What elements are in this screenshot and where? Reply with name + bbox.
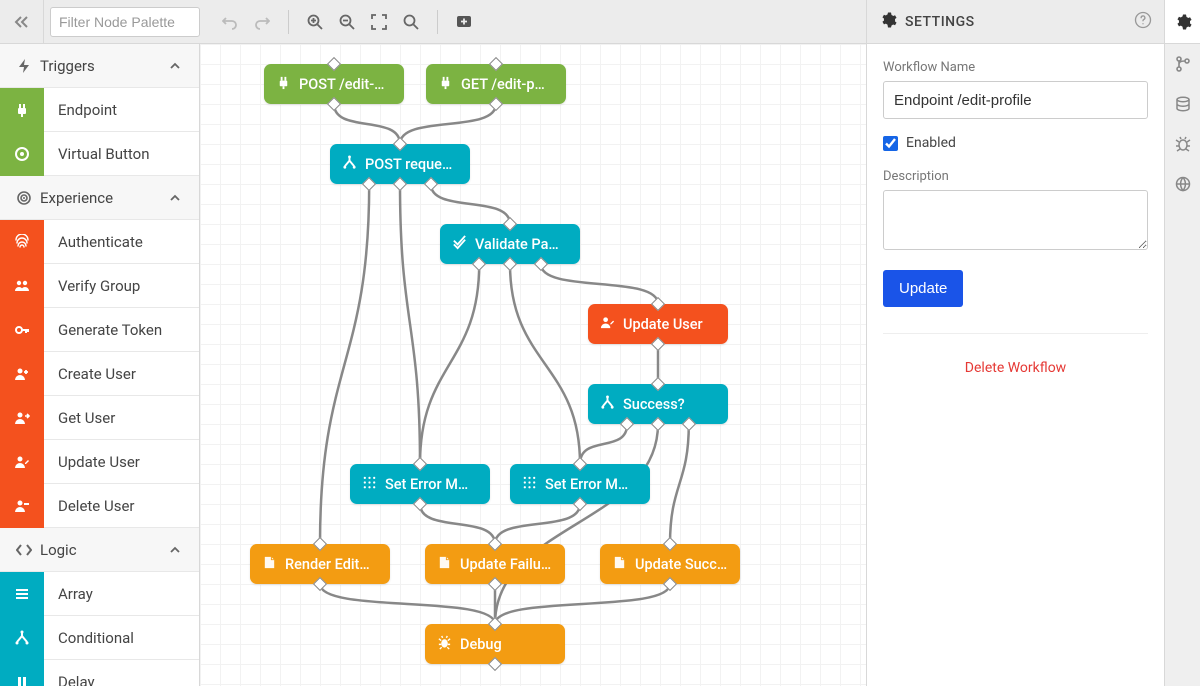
collapse-sidebar-button[interactable] [0, 0, 44, 44]
palette-item-conditional[interactable]: Conditional [0, 616, 199, 660]
branch-icon [0, 616, 44, 660]
search-button[interactable] [397, 8, 425, 36]
branch-icon [600, 395, 615, 414]
fingerprint-icon [0, 220, 44, 264]
edge [400, 104, 496, 144]
users-icon [0, 264, 44, 308]
rail-branch-icon[interactable] [1165, 44, 1200, 84]
chevron-up-icon [163, 544, 187, 556]
user-minus-icon [0, 484, 44, 528]
edge [495, 584, 670, 624]
user-edit-icon [600, 315, 615, 334]
bug-icon [437, 635, 452, 654]
workflow-name-label: Workflow Name [883, 60, 1148, 75]
rail-bug-icon[interactable] [1165, 124, 1200, 164]
plug-icon [0, 88, 44, 132]
palette-item-update-user[interactable]: Update User [0, 440, 199, 484]
spiral-icon [12, 190, 36, 206]
target-icon [0, 132, 44, 176]
chevron-up-icon [163, 60, 187, 72]
palette-item-generate-token[interactable]: Generate Token [0, 308, 199, 352]
user-edit-icon [0, 440, 44, 484]
pause-icon [0, 660, 44, 686]
description-textarea[interactable] [883, 190, 1148, 250]
fit-button[interactable] [365, 8, 393, 36]
node-palette: TriggersEndpointVirtual ButtonExperience… [0, 44, 200, 686]
doc-icon [262, 555, 277, 574]
redo-button[interactable] [248, 8, 276, 36]
palette-item-authenticate[interactable]: Authenticate [0, 220, 199, 264]
edge [420, 504, 495, 544]
palette-item-get-user[interactable]: Get User [0, 396, 199, 440]
edge [541, 264, 658, 304]
grid-icon [522, 475, 537, 494]
list-icon [0, 572, 44, 616]
description-label: Description [883, 169, 1148, 184]
edge [580, 424, 627, 464]
rail-globe-icon[interactable] [1165, 164, 1200, 204]
doc-icon [437, 555, 452, 574]
edge [420, 264, 479, 464]
undo-button[interactable] [216, 8, 244, 36]
edge [334, 104, 400, 144]
enabled-checkbox[interactable] [883, 136, 898, 151]
filter-palette-input[interactable] [50, 7, 200, 37]
add-note-button[interactable] [450, 8, 478, 36]
palette-item-delay[interactable]: Delay [0, 660, 199, 686]
branch-icon [342, 155, 357, 174]
zoom-out-button[interactable] [333, 8, 361, 36]
check-icon [452, 235, 467, 254]
palette-item-endpoint[interactable]: Endpoint [0, 88, 199, 132]
doc-icon [612, 555, 627, 574]
settings-header: SETTINGS [867, 0, 1164, 44]
help-icon[interactable] [1134, 11, 1152, 33]
settings-title: SETTINGS [905, 14, 975, 30]
palette-item-array[interactable]: Array [0, 572, 199, 616]
bolt-icon [12, 58, 36, 74]
edge [320, 584, 495, 624]
right-rail [1164, 0, 1200, 686]
enabled-checkbox-row[interactable]: Enabled [883, 135, 1148, 151]
palette-section-logic[interactable]: Logic [0, 528, 199, 572]
edge [670, 424, 689, 544]
grid-icon [362, 475, 377, 494]
workflow-name-input[interactable] [883, 81, 1148, 119]
plug-icon [276, 75, 291, 94]
chevron-up-icon [163, 192, 187, 204]
palette-section-experience[interactable]: Experience [0, 176, 199, 220]
edge [431, 184, 510, 224]
edge [510, 264, 580, 464]
workflow-canvas[interactable]: POST /edit-…GET /edit-p…POST request?Val… [200, 44, 866, 686]
zoom-in-button[interactable] [301, 8, 329, 36]
palette-item-create-user[interactable]: Create User [0, 352, 199, 396]
code-icon [12, 542, 36, 558]
rail-db-icon[interactable] [1165, 84, 1200, 124]
palette-item-verify-group[interactable]: Verify Group [0, 264, 199, 308]
gear-icon [879, 11, 897, 33]
user-plus-icon [0, 352, 44, 396]
edge [495, 424, 658, 624]
rail-settings-icon[interactable] [1165, 0, 1200, 44]
delete-workflow-link[interactable]: Delete Workflow [883, 360, 1148, 376]
update-button[interactable]: Update [883, 270, 963, 307]
user-arrow-icon [0, 396, 44, 440]
settings-panel: SETTINGS Workflow Name Enabled Descripti… [866, 0, 1164, 686]
edge [400, 184, 420, 464]
enabled-label: Enabled [906, 135, 956, 151]
palette-item-delete-user[interactable]: Delete User [0, 484, 199, 528]
palette-item-virtual-button[interactable]: Virtual Button [0, 132, 199, 176]
edge [495, 504, 580, 544]
palette-section-triggers[interactable]: Triggers [0, 44, 199, 88]
key-icon [0, 308, 44, 352]
plug-icon [438, 75, 453, 94]
